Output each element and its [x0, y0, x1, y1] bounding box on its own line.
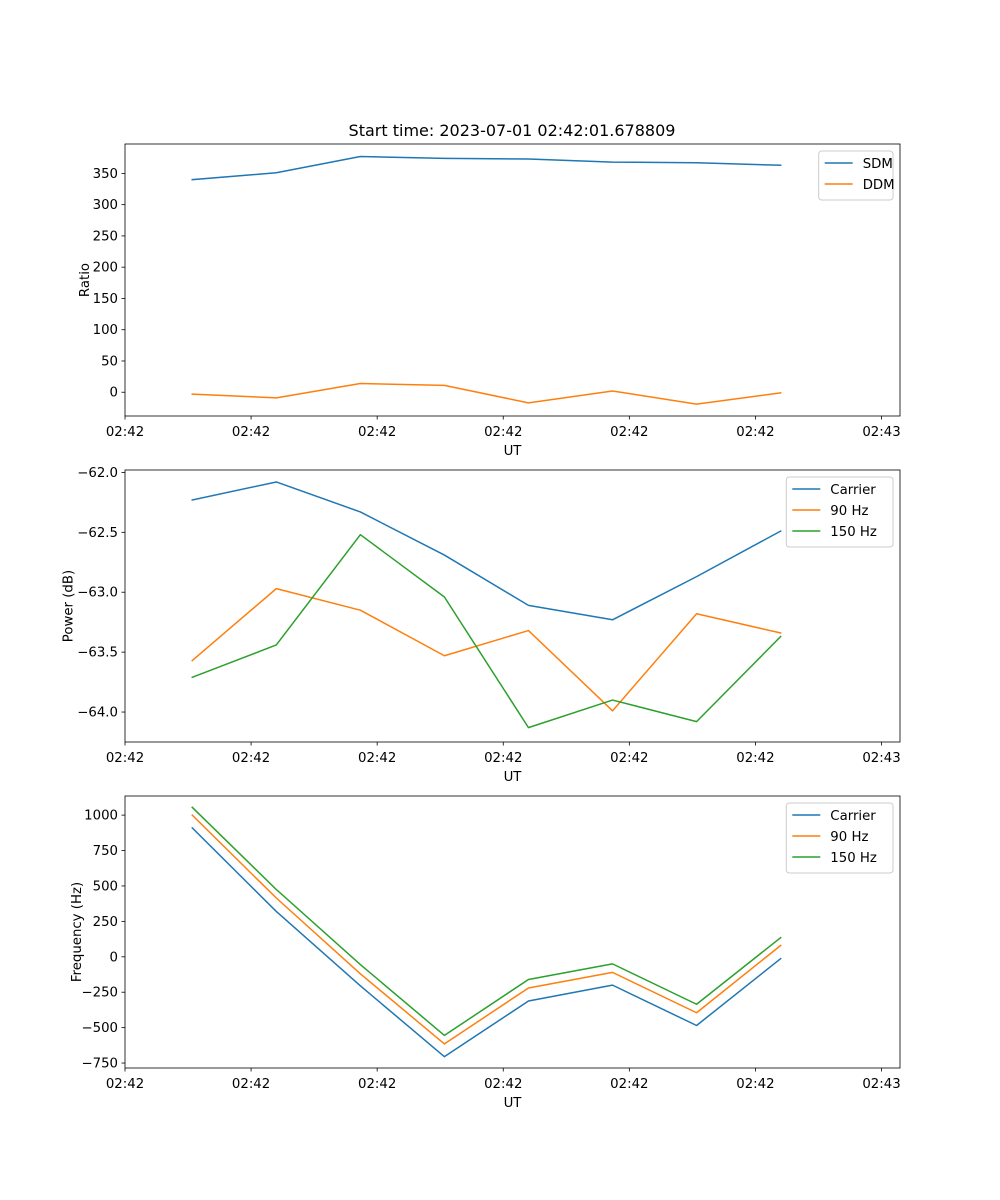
- power-legend-label-150-hz: 150 Hz: [830, 525, 877, 540]
- power-xtick-label: 02:42: [106, 751, 144, 766]
- frequency-legend-label-carrier: Carrier: [830, 809, 876, 824]
- power-xtick-label: 02:42: [232, 751, 270, 766]
- ratio-legend: SDM DDM: [818, 150, 895, 201]
- ratio-ylabel: Ratio: [78, 263, 93, 297]
- ratio-ytick-label: 150: [93, 292, 118, 307]
- power-ytick-label: −64.0: [77, 706, 118, 721]
- frequency-ytick-label: 500: [93, 879, 118, 894]
- power-xtick-label: 02:42: [736, 751, 774, 766]
- power-xlabel: UT: [504, 770, 523, 785]
- frequency-ylabel: Frequency (Hz): [70, 882, 85, 982]
- frequency-legend-box: [785, 802, 894, 874]
- power-legend: Carrier 90 Hz 150 Hz: [785, 476, 894, 548]
- ratio-xtick-label: 02:42: [106, 425, 144, 440]
- ratio-ytick-label: 300: [93, 198, 118, 213]
- frequency-ytick-label: −500: [81, 1021, 118, 1036]
- power-xtick-label: 02:42: [358, 751, 396, 766]
- ratio-axes-frame: [124, 143, 901, 417]
- ratio-ytick-label: 350: [93, 167, 118, 182]
- frequency-series-150-hz-line: [191, 806, 782, 1037]
- ratio-xtick-label: 02:43: [862, 425, 900, 440]
- power-ytick-label: −63.0: [77, 586, 118, 601]
- frequency-series-carrier-line: [191, 826, 782, 1058]
- power-legend-box: [785, 476, 894, 548]
- power-ytick-label: −63.5: [77, 646, 118, 661]
- power-xtick-label: 02:42: [610, 751, 648, 766]
- frequency-xtick-label: 02:42: [610, 1077, 648, 1092]
- frequency-legend: Carrier 90 Hz 150 Hz: [785, 802, 894, 874]
- frequency-ytick-label: −750: [81, 1057, 118, 1072]
- frequency-legend-label-90-hz: 90 Hz: [830, 830, 868, 845]
- ratio-ytick-label: 50: [101, 354, 118, 369]
- frequency-xtick-label: 02:42: [232, 1077, 270, 1092]
- frequency-subplot: 02:42 02:42 02:42 02:42 02:42 02:42 02:43 −750 −…: [70, 795, 901, 1111]
- ratio-ytick-label: 0: [110, 386, 118, 401]
- frequency-xtick-label: 02:42: [358, 1077, 396, 1092]
- frequency-xlabel: UT: [504, 1096, 523, 1111]
- frequency-ytick-label: 1000: [84, 809, 118, 824]
- power-series-90-hz-line: [191, 587, 782, 712]
- ratio-xtick-label: 02:42: [484, 425, 522, 440]
- frequency-ytick-label: 0: [110, 950, 118, 965]
- power-ytick-label: −62.5: [77, 526, 118, 541]
- frequency-ytick-label: 750: [93, 844, 118, 859]
- ratio-xlabel: UT: [504, 444, 523, 459]
- power-legend-label-carrier: Carrier: [830, 483, 876, 498]
- frequency-ytick-label: −250: [81, 986, 118, 1001]
- power-ytick-label: −62.0: [77, 466, 118, 481]
- ratio-xtick-label: 02:42: [232, 425, 270, 440]
- ratio-legend-label-ddm: DDM: [863, 178, 895, 193]
- frequency-xtick-label: 02:42: [106, 1077, 144, 1092]
- power-ylabel: Power (dB): [62, 570, 77, 642]
- frequency-xtick-label: 02:42: [736, 1077, 774, 1092]
- frequency-xtick-label: 02:42: [484, 1077, 522, 1092]
- power-subplot: 02:42 02:42 02:42 02:42 02:42 02:42 02:43 −64.0…: [62, 466, 901, 785]
- ratio-series-sdm-line: [191, 155, 782, 181]
- ratio-ytick-label: 200: [93, 261, 118, 276]
- frequency-series-90-hz-line: [191, 814, 782, 1045]
- ratio-xtick-label: 02:42: [358, 425, 396, 440]
- power-legend-label-90-hz: 90 Hz: [830, 504, 868, 519]
- frequency-ytick-label: 250: [93, 915, 118, 930]
- figure-title: Start time: 2023-07-01 02:42:01.678809: [349, 121, 676, 140]
- ratio-series-ddm-line: [191, 382, 782, 405]
- ratio-ytick-label: 250: [93, 229, 118, 244]
- power-xtick-label: 02:43: [862, 751, 900, 766]
- power-series-carrier-line: [191, 481, 782, 621]
- power-series-150-hz-line: [191, 533, 782, 729]
- ratio-subplot: 02:42 02:42 02:42 02:42 02:42 02:42 02:43 0 50 10…: [78, 143, 901, 459]
- frequency-xtick-label: 02:43: [862, 1077, 900, 1092]
- ratio-xtick-label: 02:42: [610, 425, 648, 440]
- ratio-legend-label-sdm: SDM: [863, 157, 893, 172]
- ratio-xtick-label: 02:42: [736, 425, 774, 440]
- power-xtick-label: 02:42: [484, 751, 522, 766]
- frequency-legend-label-150-hz: 150 Hz: [830, 851, 877, 866]
- ratio-ytick-label: 100: [93, 323, 118, 338]
- power-axes-frame: [124, 469, 901, 743]
- frequency-axes-frame: [124, 795, 901, 1069]
